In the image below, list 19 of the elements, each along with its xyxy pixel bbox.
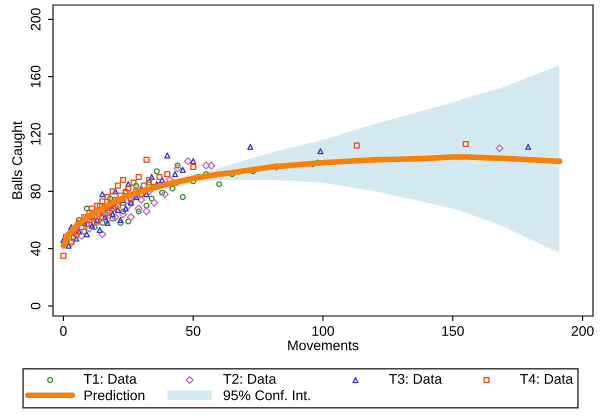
x-tick-label: 200 [572, 326, 594, 336]
legend-label: Prediction [84, 390, 144, 400]
y-tick-label: 0 [30, 302, 41, 310]
legend-label: T2: Data [223, 374, 276, 384]
y-tick-label: 40 [30, 241, 41, 256]
y-tick-label: 200 [30, 8, 41, 30]
y-axis-title: Balls Caught [12, 121, 25, 199]
legend-label: T3: Data [389, 374, 442, 384]
y-tick-label: 160 [30, 66, 41, 88]
x-tick-label: 100 [312, 326, 334, 336]
y-tick-label: 80 [30, 184, 41, 198]
x-tick-label: 150 [442, 326, 464, 336]
legend-label: T4: Data [520, 374, 574, 384]
text: 95% Conf. Int. [224, 390, 310, 400]
y-tick-label: 120 [30, 122, 41, 145]
legend-label: T1: Data [84, 374, 137, 384]
x-tick-label: 50 [186, 326, 200, 336]
x-axis-title: Movements [288, 340, 358, 350]
x-tick-label: 0 [60, 326, 67, 336]
